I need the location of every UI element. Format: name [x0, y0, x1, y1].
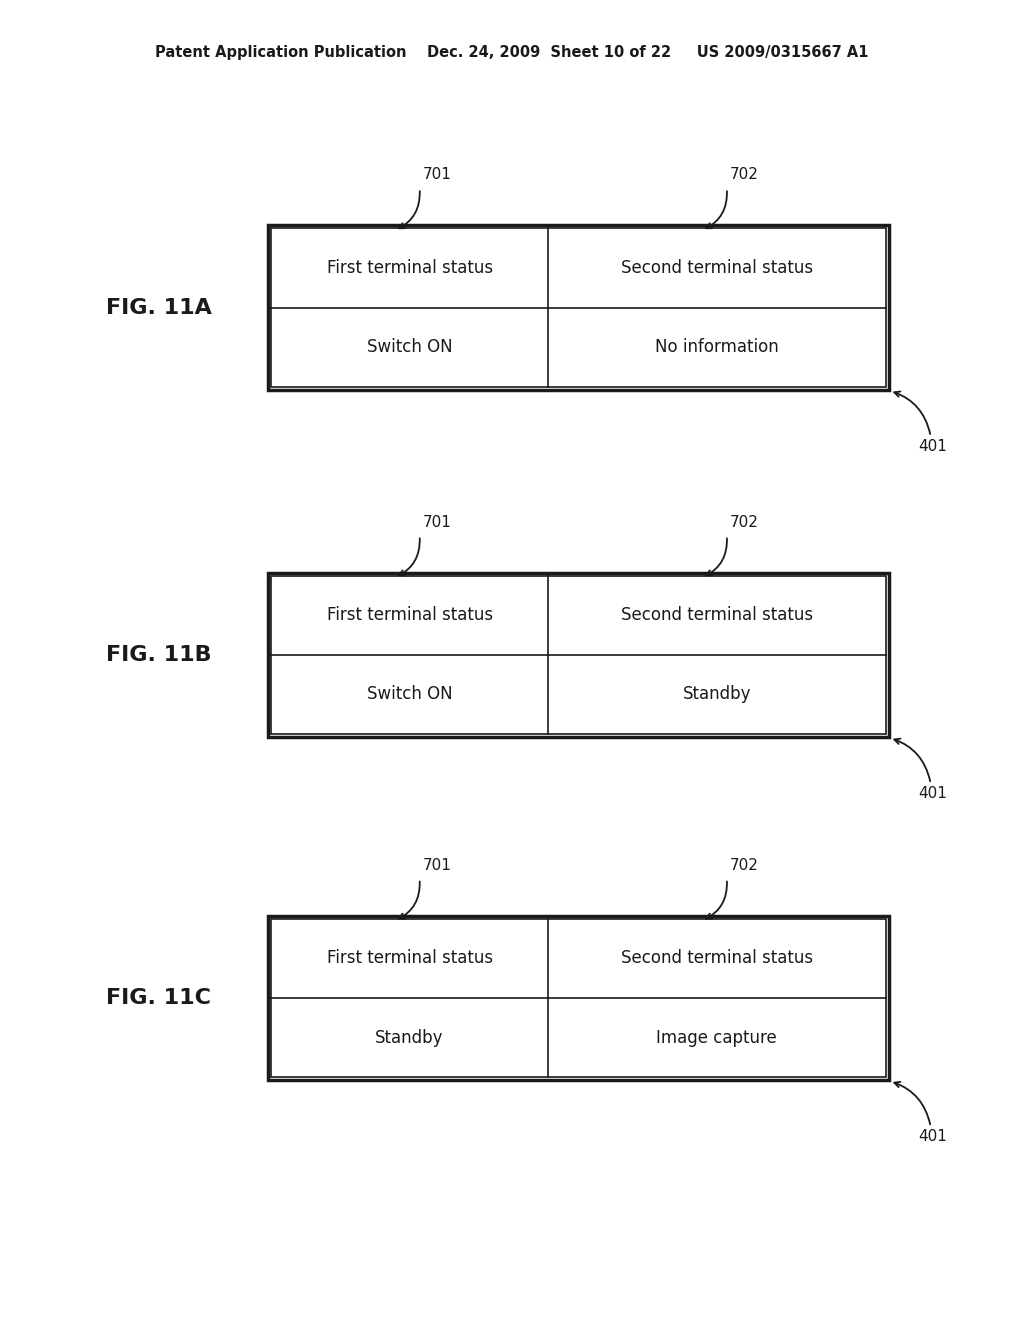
Text: 702: 702: [730, 168, 759, 182]
Text: 701: 701: [423, 168, 452, 182]
Bar: [268, 573, 889, 737]
Text: 401: 401: [918, 785, 946, 801]
Text: Switch ON: Switch ON: [367, 338, 453, 356]
Text: No information: No information: [655, 338, 778, 356]
Text: Switch ON: Switch ON: [367, 685, 453, 704]
Bar: [268, 916, 889, 1080]
Text: Second terminal status: Second terminal status: [621, 606, 813, 624]
Text: FIG. 11A: FIG. 11A: [105, 297, 212, 318]
Bar: [271, 919, 886, 1077]
Text: 702: 702: [730, 858, 759, 873]
Text: Standby: Standby: [376, 1028, 443, 1047]
Text: Image capture: Image capture: [656, 1028, 777, 1047]
Text: 401: 401: [918, 438, 946, 454]
Text: 701: 701: [423, 515, 452, 529]
Bar: [271, 228, 886, 387]
Text: Second terminal status: Second terminal status: [621, 949, 813, 968]
Text: First terminal status: First terminal status: [327, 606, 493, 624]
Bar: [268, 226, 889, 389]
Text: FIG. 11B: FIG. 11B: [105, 644, 212, 665]
Text: FIG. 11C: FIG. 11C: [106, 987, 211, 1008]
Bar: [271, 576, 886, 734]
Text: Standby: Standby: [683, 685, 751, 704]
Text: 401: 401: [918, 1129, 946, 1144]
Text: Second terminal status: Second terminal status: [621, 259, 813, 277]
Text: 701: 701: [423, 858, 452, 873]
Text: First terminal status: First terminal status: [327, 949, 493, 968]
Text: 702: 702: [730, 515, 759, 529]
Text: Patent Application Publication    Dec. 24, 2009  Sheet 10 of 22     US 2009/0315: Patent Application Publication Dec. 24, …: [156, 45, 868, 61]
Text: First terminal status: First terminal status: [327, 259, 493, 277]
